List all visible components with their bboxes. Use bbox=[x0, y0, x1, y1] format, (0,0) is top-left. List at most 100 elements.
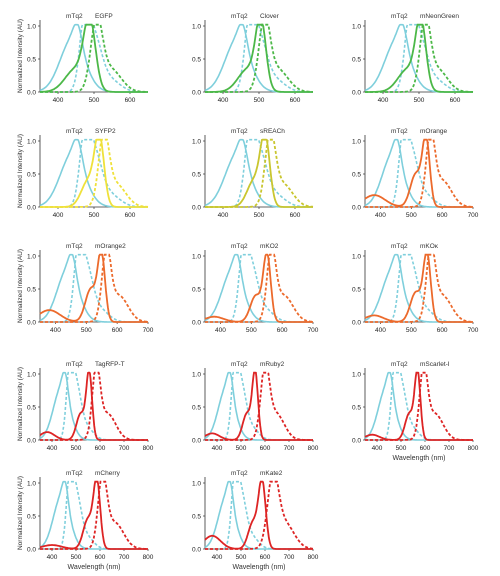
x-tick-label: 500 bbox=[71, 554, 82, 561]
y-tick-label: 1.0 bbox=[192, 24, 201, 31]
acceptor-excitation-line bbox=[204, 480, 313, 550]
donor-label: mTq2 bbox=[66, 243, 83, 250]
y-tick-label: 0.0 bbox=[352, 90, 361, 97]
x-tick-label: 600 bbox=[420, 445, 431, 452]
y-tick-label: 0.0 bbox=[27, 90, 36, 97]
acceptor-label: Clover bbox=[260, 13, 280, 20]
x-tick-label: 600 bbox=[95, 554, 106, 561]
y-tick-label: 0.5 bbox=[352, 57, 361, 64]
acceptor-label: mOrange2 bbox=[95, 243, 126, 250]
acceptor-emission-line bbox=[40, 480, 148, 550]
x-axis-label: Wavelength (nm) bbox=[67, 564, 120, 571]
acceptor-label: mKO2 bbox=[260, 243, 279, 250]
y-tick-label: 1.0 bbox=[352, 372, 361, 379]
y-tick-label: 0.0 bbox=[192, 90, 201, 97]
x-tick-label: 800 bbox=[468, 445, 479, 452]
x-tick-label: 800 bbox=[143, 445, 154, 452]
x-tick-label: 500 bbox=[396, 445, 407, 452]
acceptor-label: mNeonGreen bbox=[420, 13, 459, 20]
donor-label: mTq2 bbox=[391, 13, 408, 20]
x-tick-label: 500 bbox=[406, 327, 417, 334]
x-tick-label: 700 bbox=[143, 327, 154, 334]
y-tick-label: 1.0 bbox=[192, 481, 201, 488]
acceptor-excitation-line bbox=[364, 253, 473, 323]
donor-label: mTq2 bbox=[231, 13, 248, 20]
y-tick-label: 0.0 bbox=[352, 205, 361, 212]
x-tick-label: 400 bbox=[212, 445, 223, 452]
y-tick-label: 0.5 bbox=[192, 172, 201, 179]
y-tick-label: 0.0 bbox=[27, 547, 36, 554]
x-tick-label: 600 bbox=[450, 97, 461, 104]
y-tick-label: 1.0 bbox=[192, 254, 201, 261]
x-tick-label: 400 bbox=[378, 97, 389, 104]
x-tick-label: 600 bbox=[125, 212, 136, 219]
y-tick-label: 0.5 bbox=[27, 514, 36, 521]
y-tick-label: 0.5 bbox=[352, 172, 361, 179]
donor-label: mTq2 bbox=[231, 470, 248, 477]
x-tick-label: 400 bbox=[372, 445, 383, 452]
x-axis-label: Wavelength (nm) bbox=[392, 455, 445, 462]
y-tick-label: 1.0 bbox=[352, 139, 361, 146]
acceptor-label: mScarlet-I bbox=[420, 361, 450, 368]
panel-tagrfp-t: 0.0 0.5 1.0 400 500 600 700 800 mTq2 TagRFP-T Norm… bbox=[17, 361, 154, 452]
acceptor-excitation-line bbox=[364, 371, 473, 441]
y-tick-label: 0.0 bbox=[352, 320, 361, 327]
acceptor-excitation-line bbox=[205, 23, 313, 93]
panel-syfp2: 0.0 0.5 1.0 400 500 600 mTq2 SYFP2 Normalized In… bbox=[17, 128, 149, 219]
acceptor-label: EGFP bbox=[95, 13, 113, 20]
x-tick-label: 400 bbox=[53, 97, 64, 104]
x-tick-label: 600 bbox=[260, 554, 271, 561]
donor-label: mTq2 bbox=[391, 361, 408, 368]
y-tick-label: 0.5 bbox=[352, 287, 361, 294]
x-tick-label: 400 bbox=[47, 554, 58, 561]
x-tick-label: 800 bbox=[308, 554, 319, 561]
donor-label: mTq2 bbox=[66, 470, 83, 477]
y-tick-label: 0.0 bbox=[192, 205, 201, 212]
acceptor-excitation-line bbox=[40, 23, 148, 93]
y-tick-label: 0.0 bbox=[352, 438, 361, 445]
x-tick-label: 500 bbox=[406, 212, 417, 219]
x-tick-label: 800 bbox=[308, 445, 319, 452]
x-tick-label: 700 bbox=[119, 445, 130, 452]
acceptor-emission-line bbox=[40, 253, 148, 323]
y-tick-label: 0.5 bbox=[27, 57, 36, 64]
panel-mcherry: 0.0 0.5 1.0 400 500 600 700 800 mTq2 mCherry Norma… bbox=[17, 470, 154, 571]
y-tick-label: 0.0 bbox=[192, 547, 201, 554]
acceptor-label: TagRFP-T bbox=[95, 361, 125, 368]
panel-egfp: 0.0 0.5 1.0 400 500 600 mTq2 EGFP Normalized Int… bbox=[17, 13, 148, 104]
acceptor-emission-line bbox=[205, 253, 313, 323]
y-tick-label: 0.5 bbox=[352, 405, 361, 412]
x-tick-label: 400 bbox=[218, 97, 229, 104]
y-axis-label: Normalized Intensity (AU) bbox=[17, 134, 24, 208]
donor-label: mTq2 bbox=[231, 243, 248, 250]
x-tick-label: 600 bbox=[277, 327, 288, 334]
acceptor-emission-line bbox=[365, 138, 473, 208]
acceptor-emission-line bbox=[40, 371, 148, 441]
y-tick-label: 0.0 bbox=[192, 438, 201, 445]
x-tick-label: 600 bbox=[112, 327, 123, 334]
acceptor-excitation-line bbox=[204, 253, 313, 323]
acceptor-emission-line bbox=[365, 253, 473, 323]
x-tick-label: 600 bbox=[125, 97, 136, 104]
acceptor-excitation-line bbox=[364, 138, 473, 208]
y-tick-label: 1.0 bbox=[27, 139, 36, 146]
panel-clover: 0.0 0.5 1.0 400 500 600 mTq2 Clover bbox=[192, 13, 313, 104]
panel-mruby2: 0.0 0.5 1.0 400 500 600 700 800 mTq2 mRuby2 bbox=[192, 361, 319, 452]
x-tick-label: 700 bbox=[284, 445, 295, 452]
acceptor-emission-line bbox=[365, 23, 474, 93]
donor-excitation-line bbox=[204, 23, 313, 93]
x-tick-label: 500 bbox=[236, 554, 247, 561]
acceptor-emission-line bbox=[205, 23, 313, 93]
y-tick-label: 1.0 bbox=[27, 481, 36, 488]
donor-label: mTq2 bbox=[66, 128, 83, 135]
y-tick-label: 1.0 bbox=[192, 372, 201, 379]
y-tick-label: 0.5 bbox=[27, 287, 36, 294]
acceptor-label: mRuby2 bbox=[260, 361, 285, 368]
y-tick-label: 0.0 bbox=[192, 320, 201, 327]
acceptor-excitation-line bbox=[39, 371, 148, 441]
acceptor-excitation-line bbox=[365, 23, 473, 93]
y-tick-label: 1.0 bbox=[352, 254, 361, 261]
x-tick-label: 600 bbox=[290, 212, 301, 219]
